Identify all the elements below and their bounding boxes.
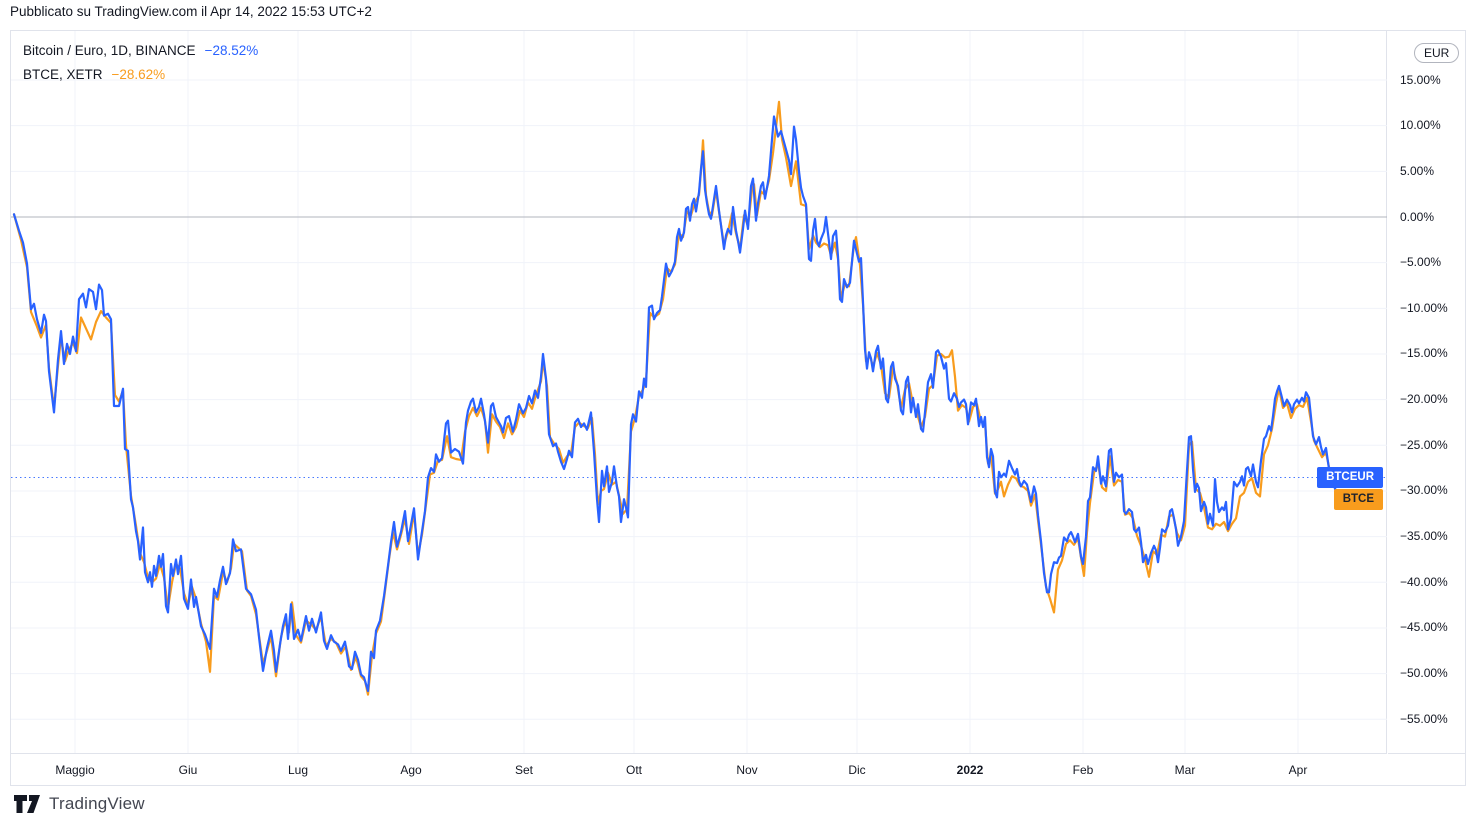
time-tick-label-set: Set xyxy=(514,763,534,777)
price-tick-label: −30.00% xyxy=(1400,483,1448,498)
attribution-text: Pubblicato su TradingView.com il Apr 14,… xyxy=(10,4,372,19)
price-tick-label: −15.00% xyxy=(1400,346,1448,361)
tradingview-logo-icon xyxy=(14,795,40,813)
time-tick-label-2022: 2022 xyxy=(956,763,984,777)
gridlines xyxy=(11,31,1387,753)
time-scale[interactable]: Maggio Giu Lug Ago Set Ott Nov Dic 2022 Feb Mar Apr xyxy=(11,753,1387,786)
tradingview-brand-link[interactable]: TradingView xyxy=(49,793,145,813)
price-scale[interactable]: EUR 15.00% 10.00% 5.00% 0.00% −5.00% −10.00% −… xyxy=(1388,31,1465,753)
chart-frame: Bitcoin / Euro, 1D, BINANCE −28.52% BTCE,… xyxy=(10,30,1466,786)
time-tick-label-maggio: Maggio xyxy=(55,763,95,777)
legend-row-btceur: Bitcoin / Euro, 1D, BINANCE −28.52% xyxy=(23,39,258,63)
price-tick-label: −50.00% xyxy=(1400,666,1448,681)
price-label-btceur: BTCEUR xyxy=(1317,467,1383,488)
legend-symbol-title: Bitcoin / Euro, 1D, BINANCE xyxy=(23,43,196,58)
price-tick-label: −20.00% xyxy=(1400,392,1448,407)
currency-toggle-button[interactable]: EUR xyxy=(1414,43,1460,63)
chart-plot-area[interactable]: Bitcoin / Euro, 1D, BINANCE −28.52% BTCE,… xyxy=(11,31,1387,753)
time-tick-label-ago: Ago xyxy=(400,763,422,777)
legend-row-btce: BTCE, XETR −28.62% xyxy=(23,63,258,87)
legend-change-btce: −28.62% xyxy=(111,67,166,82)
time-tick-label-apr: Apr xyxy=(1288,763,1308,777)
time-tick-label-mar: Mar xyxy=(1174,763,1196,777)
time-tick-label-dic: Dic xyxy=(848,763,866,777)
price-tick-label: 15.00% xyxy=(1400,72,1441,87)
price-tick-label: 10.00% xyxy=(1400,118,1441,133)
price-tick-label: 5.00% xyxy=(1400,163,1435,178)
legend-symbol-title-2: BTCE, XETR xyxy=(23,67,103,82)
price-tick-label: −55.00% xyxy=(1400,711,1448,726)
price-tick-label: −40.00% xyxy=(1400,574,1448,589)
series-line-btceur xyxy=(12,115,1340,693)
chart-legend: Bitcoin / Euro, 1D, BINANCE −28.52% BTCE,… xyxy=(23,39,258,87)
time-tick-label-nov: Nov xyxy=(736,763,758,777)
price-tick-label: −10.00% xyxy=(1400,300,1448,315)
price-tick-label: −35.00% xyxy=(1400,529,1448,544)
price-tick-label: 0.00% xyxy=(1400,209,1435,224)
time-tick-label-ott: Ott xyxy=(625,763,643,777)
scale-corner xyxy=(1388,753,1465,786)
time-tick-label-feb: Feb xyxy=(1072,763,1094,777)
price-chart-canvas[interactable] xyxy=(11,31,1387,753)
price-tick-label: −25.00% xyxy=(1400,437,1448,452)
footer: TradingView xyxy=(14,793,145,814)
time-tick-label-lug: Lug xyxy=(287,763,309,777)
time-tick-label-giu: Giu xyxy=(178,763,198,777)
legend-change-btceur: −28.52% xyxy=(204,43,259,58)
price-tick-label: −5.00% xyxy=(1400,255,1442,270)
price-label-btce: BTCE xyxy=(1333,489,1383,510)
price-tick-label: −45.00% xyxy=(1400,620,1448,635)
